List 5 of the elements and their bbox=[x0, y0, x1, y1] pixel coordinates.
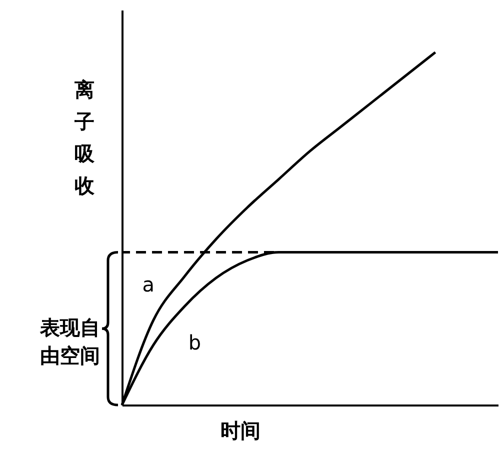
series-label: a bbox=[142, 272, 154, 296]
x-axis-title: 时间 bbox=[220, 418, 260, 442]
text: 表现自由空间 bbox=[39, 316, 100, 368]
series-label: b bbox=[188, 330, 202, 354]
y-axis-title: 离子吸收 bbox=[74, 78, 96, 198]
